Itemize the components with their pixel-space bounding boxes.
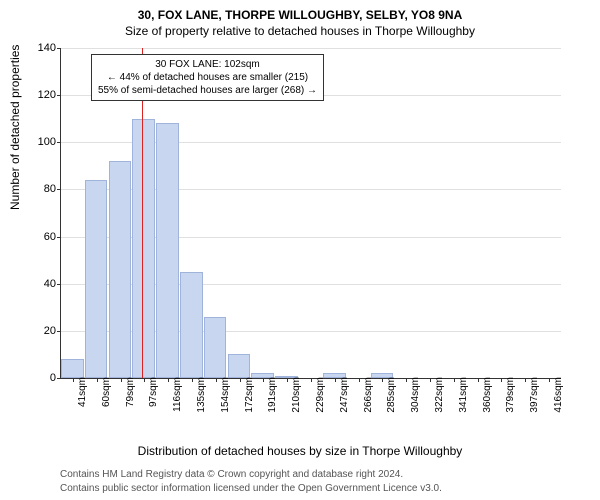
ytick-label: 80 xyxy=(31,183,56,195)
xtick-label: 172sqm xyxy=(244,377,255,413)
xtick-mark xyxy=(144,378,145,382)
xtick-mark xyxy=(430,378,431,382)
ytick-label: 100 xyxy=(31,136,56,148)
histogram-bar xyxy=(228,354,251,378)
xtick-mark xyxy=(311,378,312,382)
xtick-mark xyxy=(359,378,360,382)
ytick-mark xyxy=(57,189,61,190)
xtick-label: 191sqm xyxy=(267,377,278,413)
ytick-label: 60 xyxy=(31,231,56,243)
xtick-mark xyxy=(97,378,98,382)
xtick-label: 285sqm xyxy=(386,377,397,413)
x-axis-title: Distribution of detached houses by size … xyxy=(0,444,600,458)
xtick-mark xyxy=(287,378,288,382)
histogram-bar xyxy=(109,161,132,378)
ytick-label: 140 xyxy=(31,42,56,54)
ytick-mark xyxy=(57,284,61,285)
xtick-mark xyxy=(525,378,526,382)
xtick-mark xyxy=(549,378,550,382)
ytick-label: 120 xyxy=(31,89,56,101)
title-sub: Size of property relative to detached ho… xyxy=(0,22,600,38)
histogram-bar xyxy=(156,123,179,378)
ytick-label: 20 xyxy=(31,325,56,337)
histogram-bar xyxy=(61,359,84,378)
xtick-label: 60sqm xyxy=(101,377,112,407)
y-axis-title: Number of detached properties xyxy=(8,45,22,210)
xtick-mark xyxy=(168,378,169,382)
xtick-label: 360sqm xyxy=(482,377,493,413)
annotation-line-2: ← 44% of detached houses are smaller (21… xyxy=(98,71,317,84)
xtick-label: 210sqm xyxy=(291,377,302,413)
footer-copyright-1: Contains HM Land Registry data © Crown c… xyxy=(60,469,403,480)
xtick-mark xyxy=(73,378,74,382)
xtick-label: 116sqm xyxy=(172,377,183,412)
xtick-label: 379sqm xyxy=(505,377,516,413)
histogram-bar xyxy=(180,272,203,378)
ytick-label: 0 xyxy=(31,372,56,384)
xtick-label: 341sqm xyxy=(458,377,469,413)
xtick-label: 416sqm xyxy=(553,377,564,413)
xtick-mark xyxy=(454,378,455,382)
ytick-mark xyxy=(57,142,61,143)
chart-plot-area: 02040608010012014041sqm60sqm79sqm97sqm11… xyxy=(60,48,561,379)
xtick-mark xyxy=(121,378,122,382)
ytick-mark xyxy=(57,95,61,96)
footer-copyright-2: Contains public sector information licen… xyxy=(60,483,442,494)
xtick-mark xyxy=(216,378,217,382)
xtick-label: 97sqm xyxy=(148,377,159,407)
annotation-line-1: 30 FOX LANE: 102sqm xyxy=(98,58,317,71)
ytick-mark xyxy=(57,237,61,238)
ytick-mark xyxy=(57,331,61,332)
histogram-bar xyxy=(204,317,227,378)
xtick-label: 304sqm xyxy=(410,377,421,413)
xtick-label: 41sqm xyxy=(77,377,88,407)
xtick-mark xyxy=(501,378,502,382)
xtick-label: 397sqm xyxy=(529,377,540,413)
xtick-mark xyxy=(263,378,264,382)
xtick-mark xyxy=(240,378,241,382)
xtick-label: 229sqm xyxy=(315,377,326,413)
title-main: 30, FOX LANE, THORPE WILLOUGHBY, SELBY, … xyxy=(0,0,600,22)
histogram-bar xyxy=(85,180,108,378)
xtick-label: 266sqm xyxy=(363,377,374,413)
chart-container: 30, FOX LANE, THORPE WILLOUGHBY, SELBY, … xyxy=(0,0,600,500)
xtick-label: 154sqm xyxy=(220,377,231,413)
ytick-label: 40 xyxy=(31,278,56,290)
xtick-mark xyxy=(192,378,193,382)
xtick-mark xyxy=(382,378,383,382)
ytick-mark xyxy=(57,378,61,379)
xtick-label: 247sqm xyxy=(339,377,350,413)
annotation-callout: 30 FOX LANE: 102sqm ← 44% of detached ho… xyxy=(91,54,324,101)
histogram-bar xyxy=(132,119,155,378)
xtick-label: 322sqm xyxy=(434,377,445,413)
xtick-label: 79sqm xyxy=(125,377,136,407)
xtick-mark xyxy=(406,378,407,382)
ytick-mark xyxy=(57,48,61,49)
annotation-line-3: 55% of semi-detached houses are larger (… xyxy=(98,84,317,97)
xtick-mark xyxy=(335,378,336,382)
xtick-mark xyxy=(478,378,479,382)
xtick-label: 135sqm xyxy=(196,377,207,413)
gridline xyxy=(61,48,561,49)
